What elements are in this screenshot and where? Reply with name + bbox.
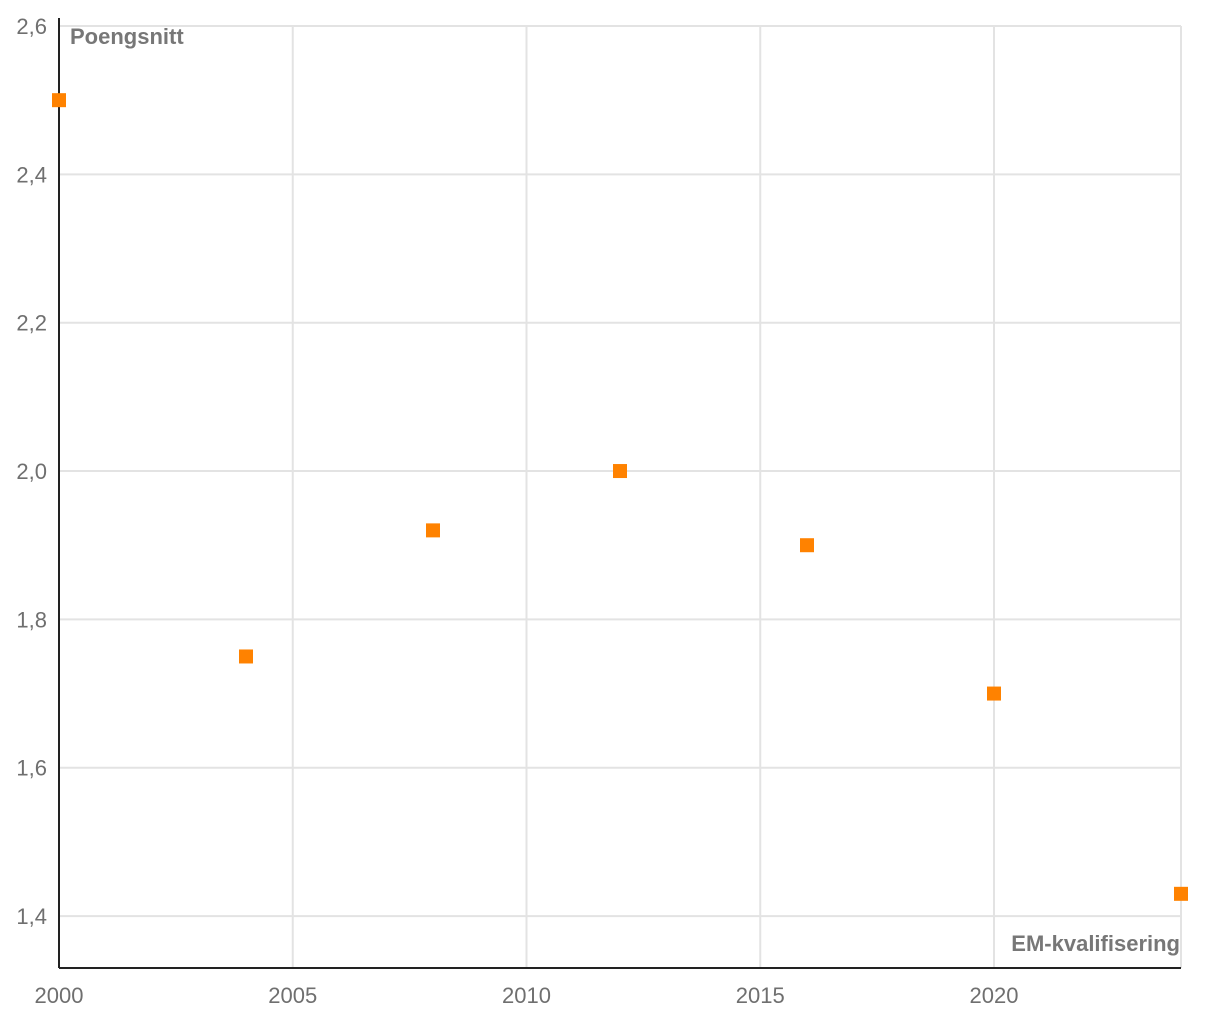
x-axis-title: EM-kvalifisering <box>1011 931 1180 956</box>
data-point-layer <box>52 93 1188 901</box>
y-axis-title: Poengsnitt <box>70 24 184 49</box>
data-point <box>239 649 253 664</box>
axis-layer <box>58 18 1181 969</box>
data-point <box>987 686 1001 701</box>
y-tick-label: 2,6 <box>16 14 47 39</box>
y-tick-label: 2,0 <box>16 459 47 484</box>
grid-layer <box>59 25 1182 968</box>
x-tick-label: 2000 <box>35 983 84 1008</box>
x-tick-label: 2005 <box>268 983 317 1008</box>
tick-label-layer: 1,4 1,6 1,8 2,0 2,2 2,4 2,6 2000 2005 2010 2015 202… <box>16 14 1018 1008</box>
y-tick-label: 2,4 <box>16 162 47 187</box>
data-point <box>1174 886 1188 901</box>
x-tick-label: 2010 <box>502 983 551 1008</box>
data-point <box>426 523 440 538</box>
x-tick-label: 2015 <box>736 983 785 1008</box>
data-point <box>800 538 814 553</box>
x-tick-label: 2020 <box>970 983 1019 1008</box>
data-point <box>52 93 66 108</box>
y-tick-label: 1,4 <box>16 904 47 929</box>
y-tick-label: 1,6 <box>16 756 47 781</box>
data-point <box>613 464 627 479</box>
y-tick-label: 1,8 <box>16 607 47 632</box>
y-tick-label: 2,2 <box>16 311 47 336</box>
